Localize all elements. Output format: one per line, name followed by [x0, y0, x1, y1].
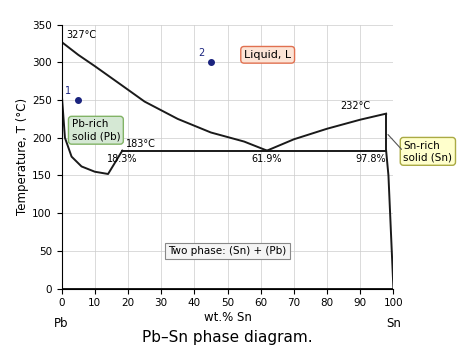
Text: 2: 2	[198, 48, 204, 58]
Text: Sn-rich
solid (Sn): Sn-rich solid (Sn)	[403, 140, 452, 162]
X-axis label: wt.% Sn: wt.% Sn	[203, 311, 252, 324]
Text: 18.3%: 18.3%	[107, 155, 137, 164]
Text: Sn: Sn	[386, 317, 401, 330]
Text: 232°C: 232°C	[340, 101, 371, 111]
Text: 183°C: 183°C	[126, 139, 156, 149]
Text: 1: 1	[65, 86, 72, 95]
Text: Pb: Pb	[55, 317, 69, 330]
Text: Liquid, L: Liquid, L	[244, 50, 291, 60]
Text: 61.9%: 61.9%	[252, 155, 282, 164]
Text: 327°C: 327°C	[66, 30, 97, 40]
Text: Pb–Sn phase diagram.: Pb–Sn phase diagram.	[142, 330, 313, 345]
Text: Pb-rich
solid (Pb): Pb-rich solid (Pb)	[72, 119, 120, 141]
Y-axis label: Temperature, T (°C): Temperature, T (°C)	[17, 98, 29, 215]
Text: Two phase: (Sn) + (Pb): Two phase: (Sn) + (Pb)	[168, 246, 287, 256]
Text: 97.8%: 97.8%	[356, 155, 386, 164]
